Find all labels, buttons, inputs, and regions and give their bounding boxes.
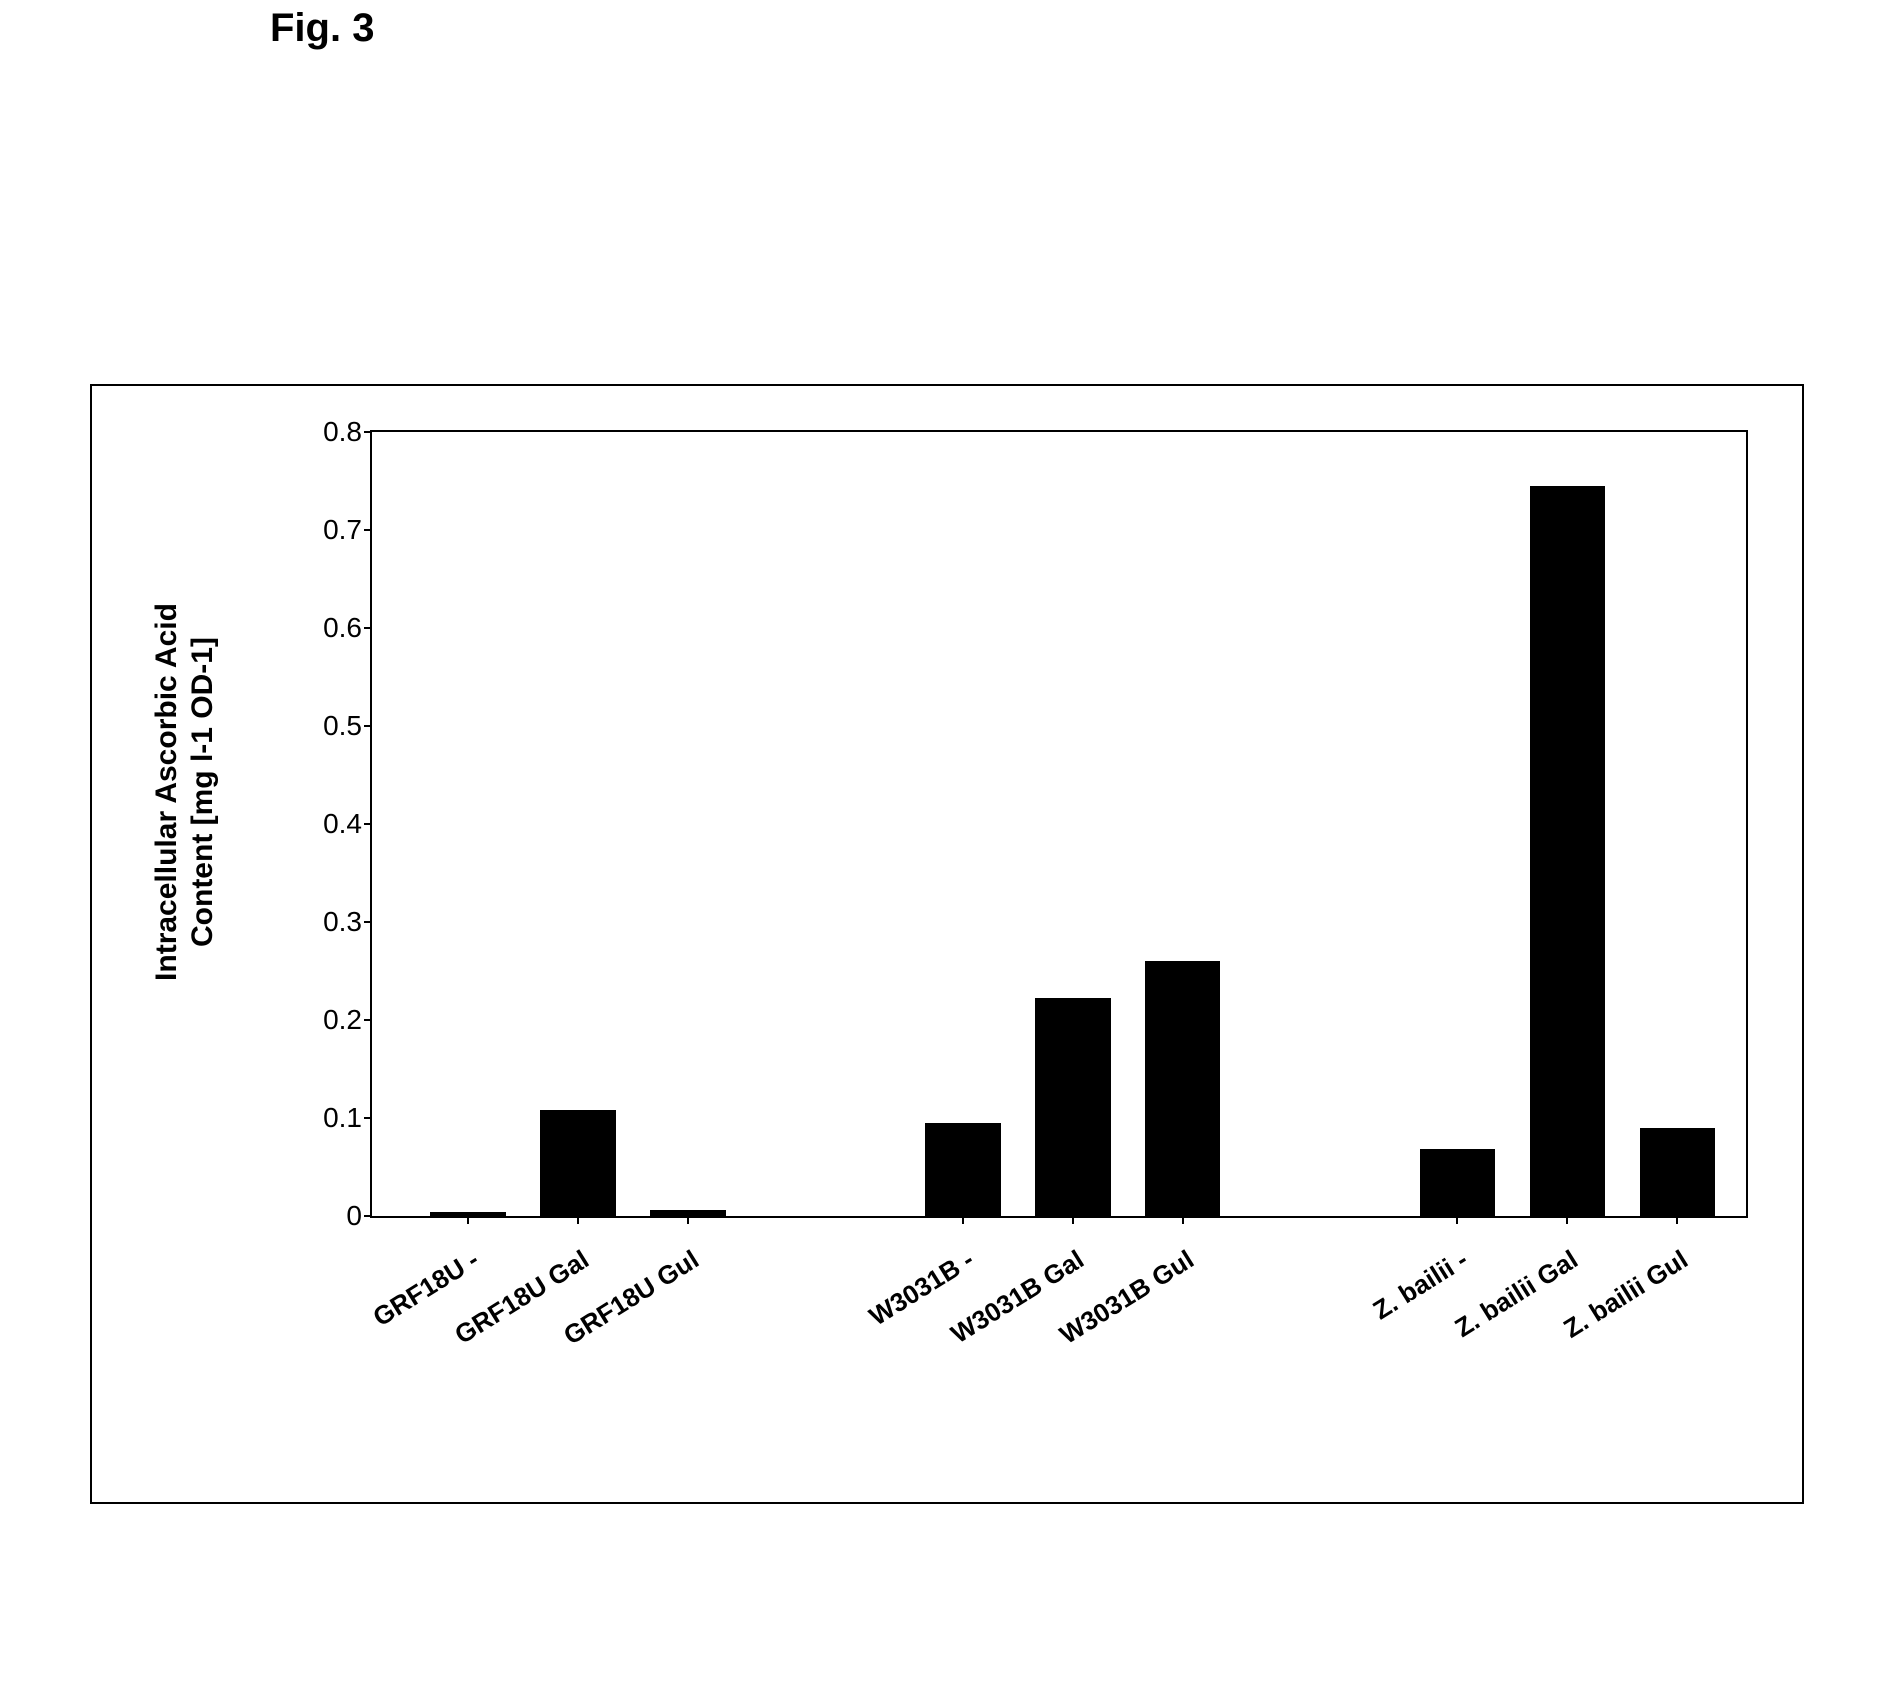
x-tick-mark xyxy=(687,1216,689,1224)
chart-plot-frame: 00.10.20.30.40.50.60.70.8GRF18U -GRF18U … xyxy=(370,430,1748,1218)
x-tick-mark xyxy=(1182,1216,1184,1224)
bar xyxy=(650,1210,726,1216)
y-tick-label: 0.4 xyxy=(323,808,362,840)
y-tick-label: 0.8 xyxy=(323,416,362,448)
y-tick-mark xyxy=(364,1215,372,1217)
y-tick-label: 0.3 xyxy=(323,906,362,938)
x-tick-mark xyxy=(1456,1216,1458,1224)
y-axis-title-line2: Content [mg l-1 OD-1] xyxy=(185,603,221,981)
y-tick-mark xyxy=(364,627,372,629)
y-tick-label: 0.5 xyxy=(323,710,362,742)
bar xyxy=(430,1212,506,1216)
x-tick-mark xyxy=(577,1216,579,1224)
x-tick-mark xyxy=(1566,1216,1568,1224)
bar xyxy=(925,1123,1001,1216)
y-tick-mark xyxy=(364,1019,372,1021)
y-axis-title-line1: Intracellular Ascorbic Acid xyxy=(149,603,185,981)
y-tick-label: 0.7 xyxy=(323,514,362,546)
bar xyxy=(1640,1128,1716,1216)
page: Fig. 3 00.10.20.30.40.50.60.70.8GRF18U -… xyxy=(0,0,1885,1686)
y-tick-label: 0 xyxy=(346,1200,362,1232)
chart-plot-area: 00.10.20.30.40.50.60.70.8GRF18U -GRF18U … xyxy=(372,432,1746,1216)
bar xyxy=(540,1110,616,1216)
y-tick-mark xyxy=(364,921,372,923)
y-tick-label: 0.1 xyxy=(323,1102,362,1134)
y-tick-mark xyxy=(364,725,372,727)
x-tick-mark xyxy=(1676,1216,1678,1224)
y-tick-label: 0.2 xyxy=(323,1004,362,1036)
bar xyxy=(1420,1149,1496,1216)
bar xyxy=(1145,961,1221,1216)
x-tick-mark xyxy=(1072,1216,1074,1224)
y-tick-mark xyxy=(364,529,372,531)
bar xyxy=(1530,486,1606,1216)
y-tick-label: 0.6 xyxy=(323,612,362,644)
figure-label: Fig. 3 xyxy=(270,6,374,51)
y-tick-mark xyxy=(364,1117,372,1119)
y-tick-mark xyxy=(364,431,372,433)
y-tick-mark xyxy=(364,823,372,825)
x-tick-mark xyxy=(467,1216,469,1224)
y-axis-title: Intracellular Ascorbic Acid Content [mg … xyxy=(149,603,221,981)
bar xyxy=(1035,998,1111,1216)
x-tick-mark xyxy=(962,1216,964,1224)
